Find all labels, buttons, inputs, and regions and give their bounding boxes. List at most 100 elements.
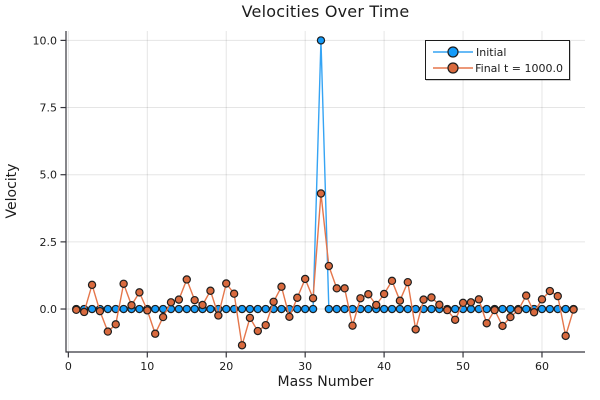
series-marker-final-t-1000-0 xyxy=(190,295,199,305)
series-marker-final-t-1000-0 xyxy=(127,301,136,310)
series-marker-initial xyxy=(103,304,113,314)
series-marker-initial xyxy=(545,304,555,314)
series-marker-initial xyxy=(395,304,405,314)
series-marker-initial xyxy=(135,304,144,314)
y-tick-label: 0.0 xyxy=(40,303,58,316)
series-marker-initial xyxy=(332,304,341,314)
series-marker-initial xyxy=(182,304,191,314)
legend-swatch-marker xyxy=(447,62,459,74)
series-marker-final-t-1000-0 xyxy=(308,294,318,303)
series-marker-final-t-1000-0 xyxy=(253,326,263,336)
series-marker-final-t-1000-0 xyxy=(537,295,547,304)
legend-swatch-final xyxy=(433,62,473,74)
x-tick-label: 20 xyxy=(219,360,233,373)
series-marker-final-t-1000-0 xyxy=(261,320,270,330)
series-marker-final-t-1000-0 xyxy=(316,189,326,198)
series-marker-initial xyxy=(427,304,436,314)
series-marker-final-t-1000-0 xyxy=(87,280,97,290)
chart-title: Velocities Over Time xyxy=(241,2,410,21)
series-marker-final-t-1000-0 xyxy=(340,284,349,293)
series-marker-initial xyxy=(364,304,373,314)
series-marker-final-t-1000-0 xyxy=(269,297,278,306)
series-marker-final-t-1000-0 xyxy=(174,295,184,304)
y-tick-label: 7.5 xyxy=(40,102,58,115)
x-tick-label: 0 xyxy=(65,360,72,373)
x-tick-label: 40 xyxy=(377,360,391,373)
series-marker-final-t-1000-0 xyxy=(450,315,460,324)
series-marker-final-t-1000-0 xyxy=(150,329,160,338)
series-marker-initial xyxy=(506,304,515,314)
y-tick-label: 2.5 xyxy=(40,236,58,249)
legend-entry-initial: Initial xyxy=(430,44,563,60)
x-tick-label: 50 xyxy=(456,360,470,373)
series-marker-final-t-1000-0 xyxy=(435,300,444,309)
series-marker-final-t-1000-0 xyxy=(427,293,436,302)
legend-label-final: Final t = 1000.0 xyxy=(475,61,563,75)
series-marker-final-t-1000-0 xyxy=(229,289,239,298)
series-marker-initial xyxy=(324,304,334,314)
series-marker-initial xyxy=(340,304,349,314)
series-marker-initial xyxy=(119,304,128,314)
series-marker-initial xyxy=(387,304,397,314)
series-marker-final-t-1000-0 xyxy=(95,306,105,316)
series-marker-final-t-1000-0 xyxy=(166,298,176,307)
x-tick-label: 30 xyxy=(298,360,312,373)
series-marker-initial xyxy=(190,304,199,314)
y-tick-label: 10.0 xyxy=(33,34,58,47)
series-marker-initial xyxy=(450,304,460,314)
series-marker-final-t-1000-0 xyxy=(569,305,578,314)
y-tick-label: 5.0 xyxy=(40,169,58,182)
series-marker-initial xyxy=(261,304,270,314)
series-marker-final-t-1000-0 xyxy=(119,279,128,288)
series-marker-final-t-1000-0 xyxy=(498,321,507,331)
series-marker-final-t-1000-0 xyxy=(474,295,484,304)
series-marker-initial xyxy=(561,304,570,314)
axis-layer: 0 10 20 30 40 50 60 0.0 2.5 5.0 7.5 10.0 xyxy=(33,31,585,373)
legend: Initial Final t = 1000.0 xyxy=(425,40,570,80)
series-marker-final-t-1000-0 xyxy=(521,291,531,300)
series-marker-final-t-1000-0 xyxy=(237,341,247,350)
series-marker-initial xyxy=(206,304,215,314)
series-marker-final-t-1000-0 xyxy=(545,286,555,296)
series-marker-final-t-1000-0 xyxy=(103,327,113,336)
series-marker-initial xyxy=(237,304,247,314)
series-marker-final-t-1000-0 xyxy=(72,305,81,315)
series-marker-initial xyxy=(498,304,507,314)
series-marker-final-t-1000-0 xyxy=(182,275,191,284)
series-marker-initial xyxy=(379,304,389,314)
series-marker-initial xyxy=(245,304,255,314)
series-marker-final-t-1000-0 xyxy=(419,295,428,304)
series-final-t-1000-0 xyxy=(72,189,578,350)
series-marker-final-t-1000-0 xyxy=(553,291,562,301)
series-marker-final-t-1000-0 xyxy=(79,307,89,317)
series-marker-final-t-1000-0 xyxy=(490,305,499,315)
series-marker-final-t-1000-0 xyxy=(379,289,389,299)
series-marker-final-t-1000-0 xyxy=(135,288,144,297)
legend-entry-final: Final t = 1000.0 xyxy=(430,60,563,76)
series-marker-final-t-1000-0 xyxy=(143,306,152,315)
series-layer xyxy=(72,36,578,350)
series-marker-initial xyxy=(222,304,231,314)
series-marker-final-t-1000-0 xyxy=(293,293,302,302)
series-marker-final-t-1000-0 xyxy=(482,319,491,328)
series-marker-final-t-1000-0 xyxy=(356,294,365,303)
series-marker-final-t-1000-0 xyxy=(387,276,397,286)
series-marker-initial xyxy=(316,36,326,45)
series-marker-final-t-1000-0 xyxy=(198,300,207,310)
series-marker-final-t-1000-0 xyxy=(222,279,231,288)
series-marker-final-t-1000-0 xyxy=(285,312,294,322)
series-line-final-t-1000-0 xyxy=(76,192,575,346)
grid-layer xyxy=(66,31,585,352)
series-marker-final-t-1000-0 xyxy=(214,311,223,320)
series-marker-initial xyxy=(150,304,160,314)
series-marker-final-t-1000-0 xyxy=(403,277,412,287)
series-marker-final-t-1000-0 xyxy=(364,290,373,299)
series-marker-final-t-1000-0 xyxy=(443,305,452,315)
y-axis-label: Velocity xyxy=(4,163,20,219)
series-marker-final-t-1000-0 xyxy=(158,312,168,322)
series-marker-initial xyxy=(537,304,547,314)
series-marker-initial xyxy=(482,304,491,314)
series-marker-final-t-1000-0 xyxy=(245,313,255,323)
